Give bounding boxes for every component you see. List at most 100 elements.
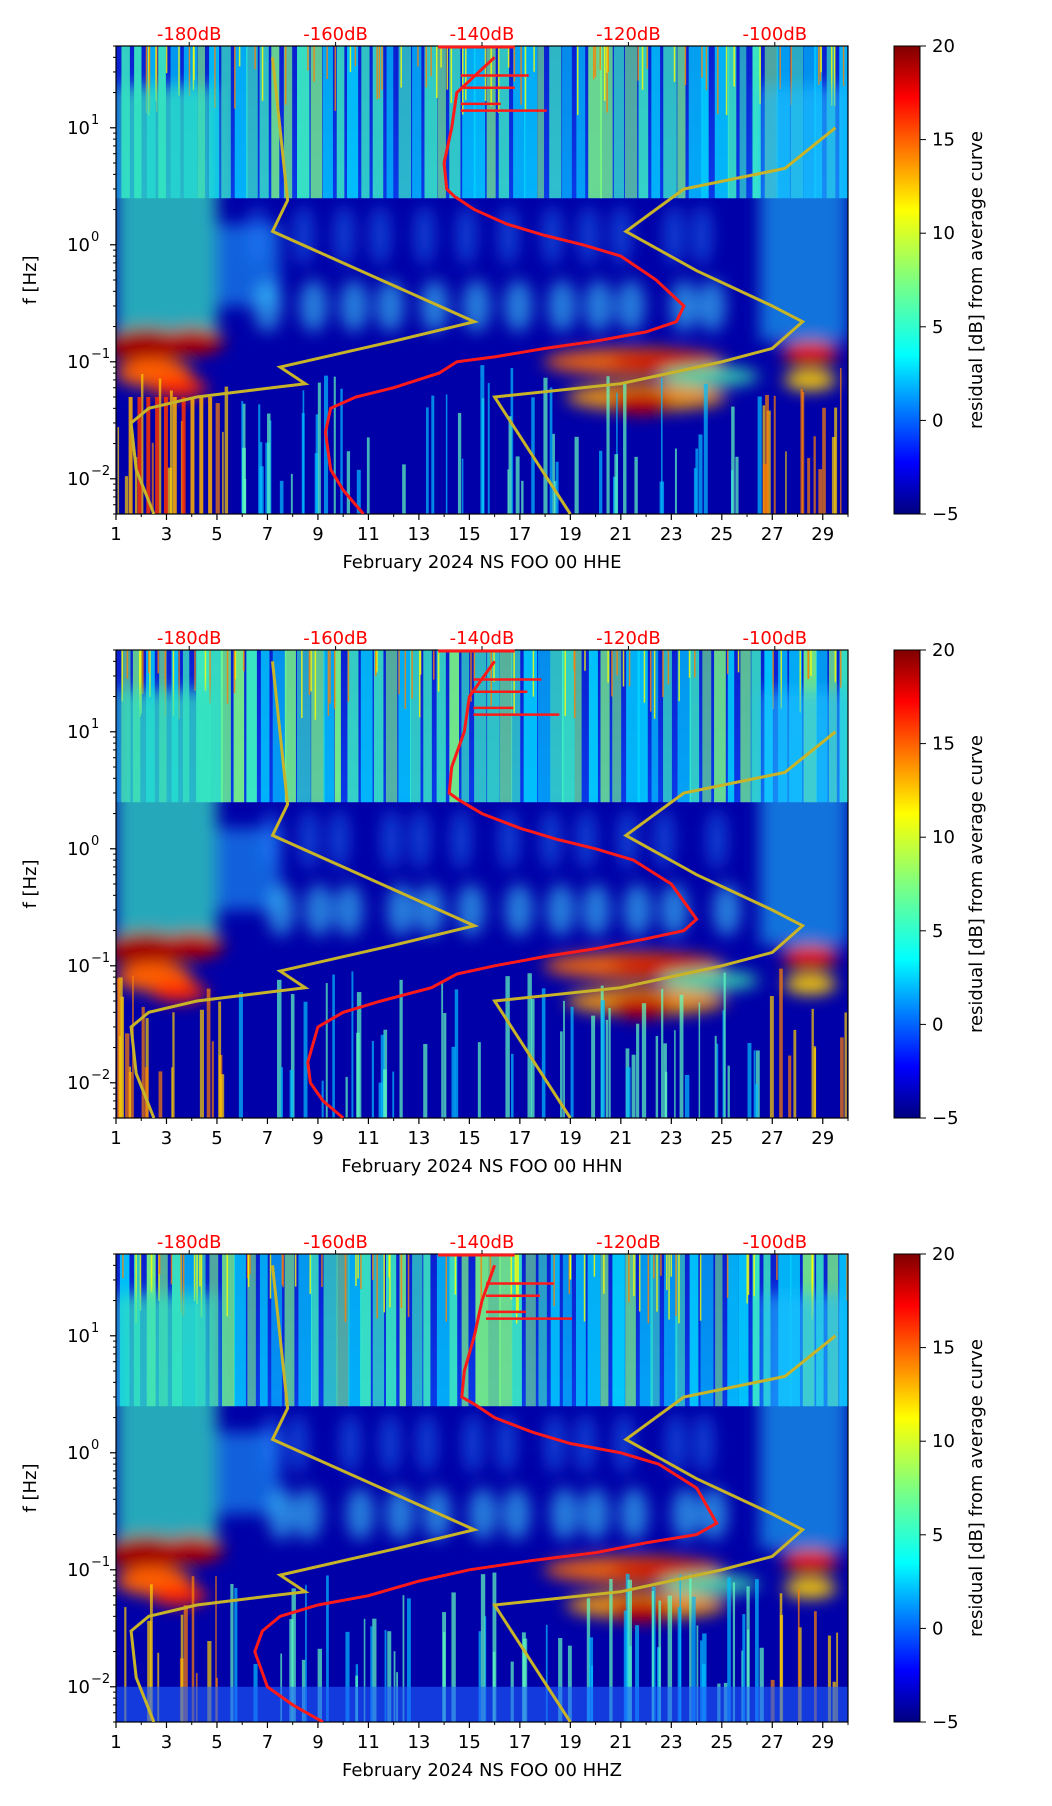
heatmap-low-streak	[822, 407, 826, 514]
heatmap-stripe	[334, 650, 341, 803]
heatmap-low-streak	[814, 1047, 816, 1118]
heatmap-low-streak	[609, 1578, 613, 1722]
heatmap-hot-line	[489, 1254, 492, 1280]
heatmap-blob	[294, 1487, 323, 1540]
heatmap-blobs	[116, 1294, 848, 1623]
heatmap-stripe	[613, 46, 625, 199]
heatmap-hot-line	[135, 1254, 137, 1323]
heatmap-hot-line	[473, 650, 476, 681]
heatmap-low-streak	[759, 1647, 764, 1722]
heatmap-low-streak	[714, 1035, 717, 1118]
heatmap-hot-line	[172, 650, 175, 716]
colorbar-tick-label: 5	[932, 317, 943, 338]
heatmap-hot-line	[378, 46, 381, 99]
heatmap-low-streak	[169, 390, 173, 514]
y-tick-exponent: 0	[91, 834, 99, 849]
heatmap-stripe	[461, 1254, 469, 1407]
heatmap-low-streak	[402, 1595, 405, 1722]
heatmap-blob	[159, 327, 224, 356]
heatmap-stripe	[740, 650, 751, 803]
heatmap-low-streak	[762, 405, 765, 514]
heatmap-hot-line	[156, 46, 158, 113]
heatmap-blob	[247, 205, 268, 266]
heatmap-low-streak	[372, 1618, 377, 1722]
heatmap-low-streak	[508, 416, 512, 514]
heatmap-hot-line	[307, 46, 309, 71]
heatmap-hot-line	[247, 1254, 250, 1287]
heatmap-hot-line	[515, 1254, 518, 1324]
heatmap-low-streak	[134, 457, 138, 514]
heatmap-low-streak	[258, 404, 261, 514]
heatmap-stripe	[412, 1254, 423, 1407]
heatmap-hot-line	[646, 46, 649, 69]
heatmap-stripe	[259, 1254, 268, 1407]
x-tick-label: 29	[811, 1732, 834, 1753]
heatmap-low-streak	[443, 1013, 447, 1118]
heatmap-blob	[151, 981, 208, 1002]
heatmap-low-streak	[191, 1576, 195, 1722]
heatmap-hot-line	[776, 1254, 778, 1280]
heatmap-low-streak	[325, 983, 328, 1118]
heatmap-hot-line	[622, 650, 625, 687]
heatmap-stripe	[386, 1254, 397, 1407]
heatmap-low-streak	[660, 377, 663, 514]
y-tick-exponent: −2	[91, 464, 110, 479]
x-tick-label: 19	[559, 524, 582, 545]
heatmap-area	[116, 1254, 848, 1722]
heatmap-stripe	[677, 46, 686, 199]
top-axis-label: -100dB	[742, 1232, 807, 1253]
heatmap-stripe	[424, 46, 438, 199]
heatmap-hot-line	[568, 1254, 571, 1294]
noise-model-curve	[492, 126, 837, 514]
heatmap-hot-line	[425, 46, 428, 88]
colorbar: 20 15 10 5 0 −5 residual [dB] from average cur…	[893, 36, 987, 525]
heatmap-hot-line	[446, 46, 449, 90]
heatmap-hot-line	[178, 650, 180, 720]
heatmap-hot-line	[484, 46, 487, 102]
heatmap-blob	[456, 205, 477, 266]
heatmap-blob	[496, 1413, 517, 1474]
heatmap-hot-line	[717, 46, 719, 115]
heatmap-hot-line	[243, 650, 245, 672]
heatmap-stripe	[664, 1254, 678, 1407]
heatmap-hot-line	[726, 650, 729, 675]
heatmap-stripe	[600, 1254, 609, 1407]
heatmap-blob	[370, 205, 391, 266]
heatmap-hot-line	[214, 46, 216, 109]
heatmap-low-streak	[747, 1042, 752, 1118]
heatmap-stripe	[410, 650, 421, 803]
y-tick-label: 10	[67, 1443, 90, 1464]
heatmap-hot-line	[180, 1254, 182, 1313]
heatmap-hot-line	[653, 1254, 655, 1279]
heatmap-hot-line	[308, 650, 311, 695]
heatmap-low-streak	[218, 1001, 222, 1118]
colorbar-label: residual [dB] from average curve	[966, 1339, 987, 1637]
y-axis-label: f [Hz]	[20, 859, 41, 908]
heatmap-stripe	[323, 1254, 338, 1407]
y-tick-exponent: 1	[91, 1321, 99, 1336]
top-axis-label: -180dB	[157, 24, 222, 45]
heatmap-stripe	[738, 1254, 749, 1407]
heatmap-low-streak	[230, 1583, 234, 1722]
heatmap-low-streak	[222, 431, 224, 514]
heatmap-low-streak	[732, 1582, 736, 1722]
heatmap-low-streak	[588, 1637, 594, 1722]
heatmap-blob	[611, 1598, 672, 1623]
heatmap-low-streak	[393, 1651, 396, 1722]
heatmap-hot-line	[846, 1254, 848, 1301]
heatmap-low-streak	[215, 1576, 217, 1722]
heatmap-hot-line	[583, 1254, 586, 1322]
x-tick-label: 1	[110, 1128, 121, 1149]
heatmap-low-streak	[144, 1067, 149, 1118]
heatmap-low-streak	[291, 1588, 296, 1722]
heatmap-blob	[611, 994, 672, 1019]
heatmap-stripe	[511, 650, 521, 803]
heatmap-stripe	[449, 1254, 458, 1407]
heatmap-low-streak	[378, 1082, 383, 1118]
y-tick-label: 10	[67, 722, 90, 743]
heatmap-blob	[253, 279, 282, 332]
heatmap-stripe	[612, 1254, 625, 1407]
heatmap-low-streak	[392, 1071, 395, 1118]
heatmap-blob	[151, 1585, 208, 1606]
heatmap-blob	[576, 809, 597, 870]
